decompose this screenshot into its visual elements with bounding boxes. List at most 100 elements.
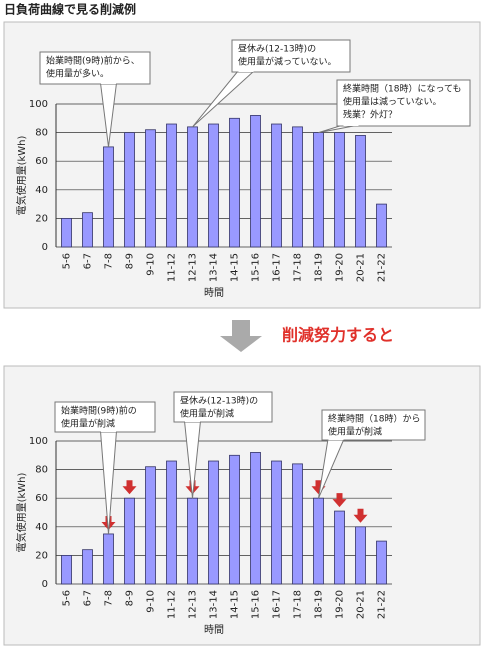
callout-text: 使用量が削減 xyxy=(61,418,115,430)
x-tick-label: 14-15 xyxy=(230,590,241,619)
y-tick-label: 0 xyxy=(42,242,48,253)
callout-text: 昼休み(12-13時)の xyxy=(238,43,316,55)
y-tick-label: 20 xyxy=(35,550,48,561)
x-tick-label: 18-19 xyxy=(314,590,325,619)
arrow-text: 削減努力すると xyxy=(282,326,394,345)
callout-text: 使用量が多い。 xyxy=(46,68,109,80)
callout-cover xyxy=(238,70,254,72)
x-tick-label: 21-22 xyxy=(377,590,388,619)
callout-cover xyxy=(101,82,116,84)
bar xyxy=(271,460,282,585)
callout-text: 終業時間（18時）から xyxy=(328,413,420,425)
bar xyxy=(376,203,387,248)
callout-box xyxy=(54,401,156,433)
bar xyxy=(229,454,240,585)
x-tick-label: 13-14 xyxy=(209,253,220,282)
callout-box xyxy=(321,409,426,441)
x-tick-label: 14-15 xyxy=(230,253,241,282)
x-tick-label: 19-20 xyxy=(335,253,346,282)
callout-text: 使用量が削減 xyxy=(328,426,382,438)
x-tick-label: 18-19 xyxy=(314,253,325,282)
callout-text: 終業時間（18時）になっても xyxy=(343,83,462,95)
x-tick-label: 7-8 xyxy=(104,590,115,606)
y-tick-label: 0 xyxy=(42,579,48,590)
x-tick-label: 21-22 xyxy=(377,253,388,282)
bar xyxy=(187,126,198,248)
bar xyxy=(313,132,324,248)
x-tick-label: 5-6 xyxy=(62,253,73,269)
x-tick-label: 9-10 xyxy=(146,253,157,276)
bar xyxy=(355,135,366,248)
y-axis-label: 電気使用量(kWh) xyxy=(15,135,28,215)
y-tick-label: 60 xyxy=(35,493,48,504)
bar xyxy=(103,533,114,585)
bar xyxy=(313,497,324,585)
x-tick-label: 9-10 xyxy=(146,590,157,613)
bar xyxy=(61,555,72,585)
bar xyxy=(334,132,345,248)
y-tick-label: 80 xyxy=(35,465,48,476)
reduction-arrow xyxy=(332,493,347,508)
callout-box xyxy=(231,39,351,73)
bar xyxy=(82,212,93,248)
x-tick-label: 19-20 xyxy=(335,590,346,619)
bar xyxy=(334,510,345,585)
x-tick-label: 12-13 xyxy=(188,590,199,619)
x-tick-label: 7-8 xyxy=(104,253,115,269)
x-tick-label: 12-13 xyxy=(188,253,199,282)
bar xyxy=(124,132,135,248)
callout-cover xyxy=(343,124,359,126)
callout-text: 始業時間(9時)前の xyxy=(61,405,137,417)
x-tick-label: 5-6 xyxy=(62,590,73,606)
y-tick-label: 20 xyxy=(35,213,48,224)
y-tick-label: 40 xyxy=(35,522,48,533)
callout-text: 使用量が削減 xyxy=(180,408,234,420)
bar xyxy=(145,129,156,248)
bar xyxy=(187,497,198,585)
bar xyxy=(271,123,282,248)
y-axis-label: 電気使用量(kWh) xyxy=(15,472,28,552)
down-arrow xyxy=(220,320,262,352)
reduction-arrow xyxy=(311,480,326,495)
x-tick-label: 15-16 xyxy=(251,253,262,282)
x-tick-label: 20-21 xyxy=(356,253,367,282)
callout-text: 使用量は減っていない。 xyxy=(343,96,442,108)
bar xyxy=(250,452,261,585)
y-tick-label: 40 xyxy=(35,185,48,196)
bar xyxy=(292,126,303,248)
x-tick-label: 17-18 xyxy=(293,590,304,619)
bar xyxy=(229,117,240,248)
x-tick-label: 11-12 xyxy=(167,590,178,619)
bar xyxy=(250,115,261,248)
x-axis-label: 時間 xyxy=(204,287,224,299)
x-tick-label: 16-17 xyxy=(272,590,283,619)
bar xyxy=(82,549,93,585)
reduction-arrow xyxy=(122,480,137,495)
callout-cover xyxy=(185,420,200,422)
callout-box xyxy=(173,391,273,423)
bar xyxy=(292,463,303,585)
bar xyxy=(376,540,387,585)
x-tick-label: 20-21 xyxy=(356,590,367,619)
bar xyxy=(103,146,114,248)
bar xyxy=(145,466,156,585)
x-tick-label: 8-9 xyxy=(125,253,136,269)
callout-cover xyxy=(328,438,344,440)
callout-text: 昼休み(12-13時)の xyxy=(180,395,258,407)
x-tick-label: 6-7 xyxy=(83,253,94,269)
callout-cover xyxy=(101,430,116,432)
x-tick-label: 17-18 xyxy=(293,253,304,282)
bar xyxy=(208,460,219,585)
y-tick-label: 100 xyxy=(29,436,48,447)
x-tick-label: 13-14 xyxy=(209,590,220,619)
bar xyxy=(355,526,366,585)
callout-box xyxy=(39,51,151,85)
y-tick-label: 100 xyxy=(29,99,48,110)
x-tick-label: 11-12 xyxy=(167,253,178,282)
callout-text: 始業時間(9時)前から、 xyxy=(46,55,140,67)
reduction-arrow xyxy=(353,508,368,523)
y-tick-label: 60 xyxy=(35,156,48,167)
bar xyxy=(208,123,219,248)
x-tick-label: 6-7 xyxy=(83,590,94,606)
